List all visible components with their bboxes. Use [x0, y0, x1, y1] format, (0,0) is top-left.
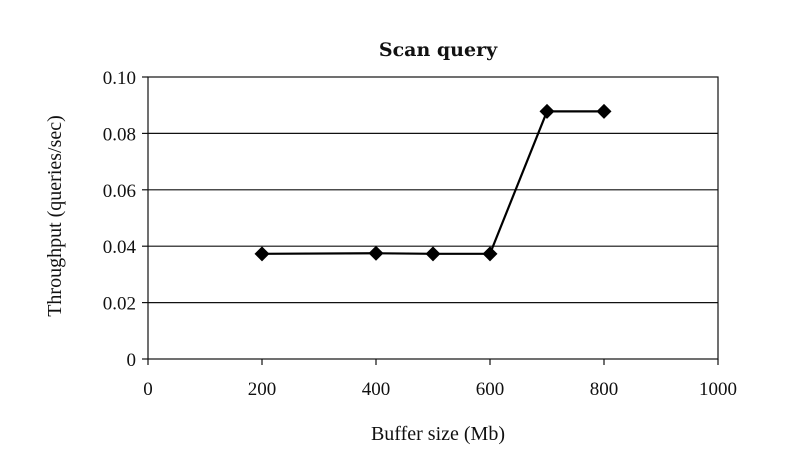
- y-tick-label: 0.04: [103, 237, 137, 258]
- y-tick-labels: 0 0.02 0.04 0.06 0.08 0.10: [103, 68, 137, 371]
- x-tick-label: 0: [143, 379, 153, 400]
- chart-title: Scan query: [379, 39, 498, 61]
- gridlines: [142, 76, 719, 365]
- plot-frame: [147, 76, 719, 360]
- data-point-diamond: [596, 103, 612, 119]
- y-tick-label: 0.08: [103, 124, 136, 145]
- y-tick-label: 0.02: [103, 294, 136, 315]
- data-point-diamond: [425, 246, 441, 262]
- data-series: [254, 103, 612, 262]
- x-tick-label: 200: [248, 379, 277, 400]
- x-tick-label: 400: [362, 379, 391, 400]
- x-tick-label: 800: [590, 379, 619, 400]
- plot-border: [147, 76, 719, 360]
- y-axis-label: Throughput (queries/sec): [44, 115, 66, 317]
- y-tick-label: 0: [127, 350, 137, 371]
- data-point-diamond: [539, 103, 555, 119]
- y-tick-label: 0.10: [103, 68, 136, 89]
- x-tick-label: 600: [476, 379, 505, 400]
- x-tick-labels: 0 200 400 600 800 1000: [143, 379, 737, 400]
- x-axis-label: Buffer size (Mb): [371, 423, 505, 445]
- data-point-diamond: [482, 246, 498, 262]
- series-line: [261, 110, 604, 255]
- data-point-diamond: [254, 246, 270, 262]
- x-tick-label: 1000: [699, 379, 737, 400]
- data-point-diamond: [368, 245, 384, 261]
- y-tick-label: 0.06: [103, 181, 136, 202]
